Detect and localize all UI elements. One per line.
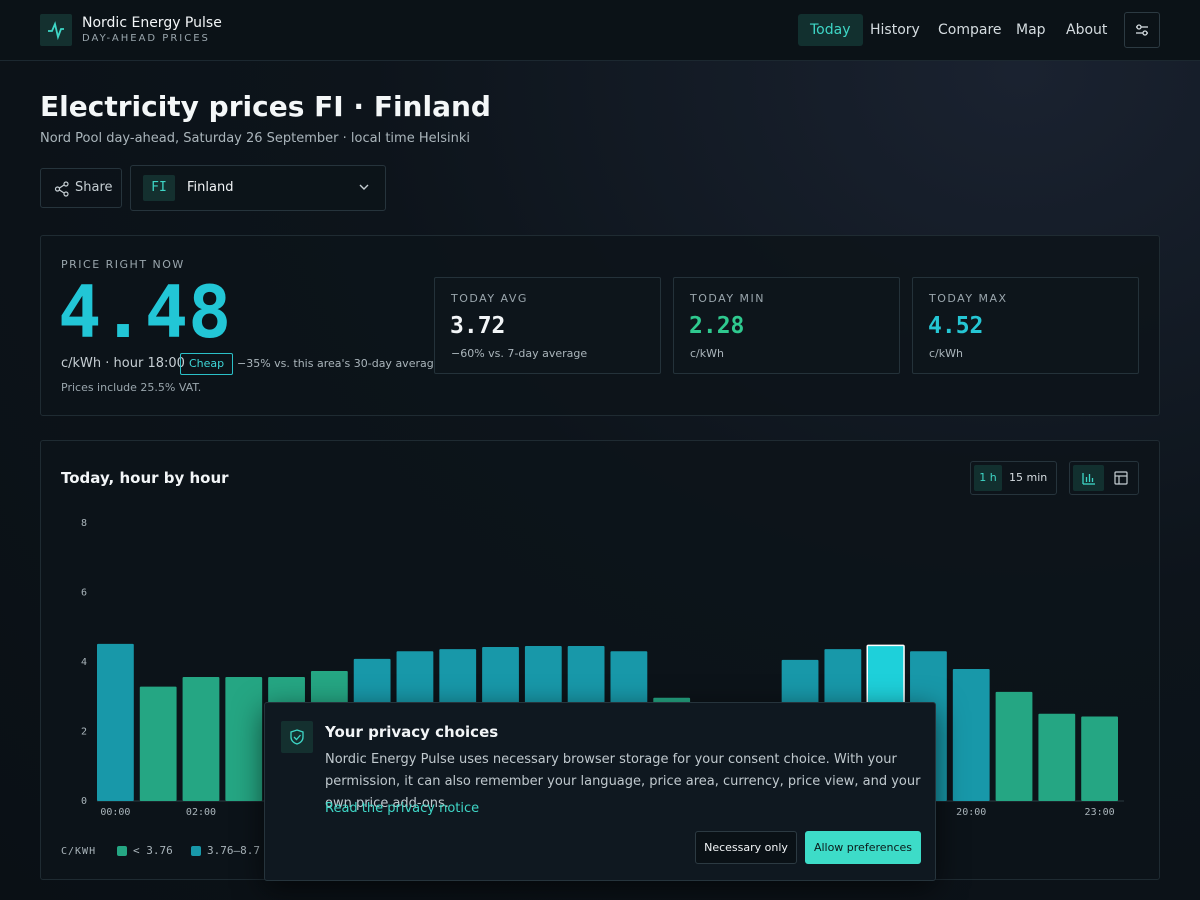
shield-icon [281,721,313,753]
cheap-badge: Cheap [180,353,234,375]
stat-value: 3.72 [450,313,506,339]
nav-link[interactable]: About [1066,22,1108,38]
consent-dialog: Your privacy choices Nordic Energy Pulse… [264,702,936,881]
stat-label: TODAY MAX [929,292,1008,305]
header [0,0,1200,61]
settings-button[interactable] [1124,12,1160,48]
legend-label: < 3.76 [133,844,173,857]
stat-label: TODAY AVG [451,292,528,305]
y-tick-label: 6 [81,588,87,599]
nav-link[interactable]: Today [798,14,863,46]
chart-title: Today, hour by hour [61,469,229,487]
legend-title: C/KWH [61,846,96,857]
now-unit: c/kWh · hour 18:00 [61,356,185,371]
y-tick-label: 8 [81,518,87,529]
x-tick-label: 02:00 [186,807,216,818]
area-select[interactable]: FI Finland [130,165,386,211]
page-subtitle: Nord Pool day-ahead, Saturday 26 Septemb… [40,131,470,146]
bar [97,643,134,801]
bar [182,676,220,801]
consent-text: Nordic Energy Pulse uses necessary brows… [325,752,921,811]
logo-icon [48,21,64,41]
resolution-option[interactable]: 1 h [974,465,1002,491]
stat-box [673,277,900,374]
privacy-link[interactable]: Read the privacy notice [325,801,480,816]
brand: Nordic Energy Pulse [82,15,222,31]
consent-title: Your privacy choices [325,723,499,741]
legend-swatch [117,846,127,856]
allow-button[interactable]: Allow preferences [805,831,921,864]
area-name: Finland [187,180,234,195]
share-label: Share [75,180,113,195]
nav-link[interactable]: Map [1016,22,1046,38]
x-tick-label: 23:00 [1085,807,1115,818]
resolution-toggle: 1 h 15 min [970,461,1057,495]
bar [952,668,990,801]
stat-note: −60% vs. 7-day average [451,347,588,360]
now-label: PRICE RIGHT NOW [61,258,185,271]
x-tick-label: 20:00 [956,807,986,818]
share-icon [54,181,69,197]
legend-swatch [191,846,201,856]
resolution-option[interactable]: 15 min [1009,471,1048,484]
legend-label: 3.76–8.7 [207,844,260,857]
stat-value: 4.52 [928,313,984,339]
bar [1038,713,1076,801]
table-view-button[interactable] [1106,465,1136,491]
y-tick-label: 0 [81,796,87,807]
x-tick-label: 00:00 [100,807,130,818]
bar [995,691,1033,801]
vat-note: Prices include 25.5% VAT. [61,381,202,394]
settings-icon [1136,24,1148,36]
stat-note: c/kWh [929,347,963,360]
y-tick-label: 4 [81,657,87,668]
stat-box [912,277,1139,374]
bar [225,676,263,801]
bar [1081,716,1118,801]
nav-link[interactable]: Compare [938,22,1002,38]
tagline: DAY-AHEAD PRICES [82,33,210,44]
bar [139,686,177,801]
now-price: 4.48 [58,270,232,354]
logo [40,14,72,46]
chevron [359,184,369,190]
area-code: FI [143,175,175,201]
chart-view-button[interactable] [1073,465,1104,491]
nav-link[interactable]: History [870,22,920,38]
stat-label: TODAY MIN [690,292,766,305]
share-button[interactable]: Share [40,168,122,208]
now-comparison: −35% vs. this area's 30-day average [237,357,441,370]
stat-value: 2.28 [689,313,745,339]
page-title: Electricity prices FI · Finland [40,90,491,123]
view-toggle [1069,461,1139,495]
stat-note: c/kWh [690,347,724,360]
y-tick-label: 2 [81,727,87,738]
necessary-button[interactable]: Necessary only [695,831,797,864]
stat-box [434,277,661,374]
